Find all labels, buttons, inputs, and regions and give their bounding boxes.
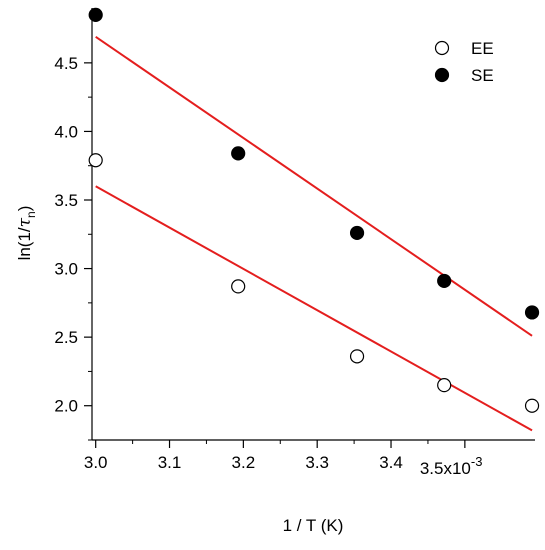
- fit-lines-layer: [95, 35, 533, 432]
- fit-line-ee: [95, 185, 533, 432]
- y-axis-label: ln(1/τn): [15, 206, 38, 261]
- legend-marker-se: [434, 67, 450, 83]
- y-tick-label: 2.0: [54, 397, 78, 416]
- data-point-ee: [524, 398, 540, 413]
- x-tick-label: 3.0: [84, 453, 108, 472]
- axes-layer: 2.0 2.5 3.0 3.5 4.0 4.5 3.0 3.1 3.2 3.3 3.4 3.5x10-…: [54, 8, 535, 478]
- data-point-ee: [231, 279, 246, 294]
- legend: EE SE: [434, 39, 494, 85]
- x-tick-label-last: 3.5x10-3: [420, 454, 483, 478]
- x-tick-label-exponent: -3: [471, 454, 483, 469]
- data-point-ee: [349, 349, 365, 364]
- x-tick-label: 3.4: [379, 453, 403, 472]
- y-axis-label-tau: τ: [15, 217, 35, 227]
- y-axis-label-close: ): [15, 206, 34, 212]
- data-point-se: [524, 305, 540, 320]
- data-point-se: [437, 273, 452, 289]
- x-axis-label: 1 / T (K): [283, 516, 344, 535]
- x-tick-label: 3.2: [232, 453, 256, 472]
- data-point-se: [349, 225, 365, 241]
- x-tick-label-base: 3.5x10: [420, 459, 471, 478]
- x-tick-label: 3.1: [158, 453, 182, 472]
- data-point-ee: [437, 378, 452, 393]
- y-tick-label: 2.5: [54, 328, 78, 347]
- fit-line-se: [95, 35, 533, 337]
- legend-label-se: SE: [471, 66, 494, 85]
- data-points-layer: [88, 7, 540, 413]
- data-point-se: [231, 146, 246, 161]
- y-axis-label-subscript: n: [24, 211, 38, 218]
- y-tick-label: 3.0: [54, 260, 78, 279]
- legend-label-ee: EE: [471, 39, 494, 58]
- legend-marker-ee: [434, 40, 450, 56]
- y-tick-label: 4.0: [54, 122, 78, 141]
- x-tick-label: 3.3: [305, 453, 329, 472]
- y-tick-label: 4.5: [54, 54, 78, 73]
- y-tick-label: 3.5: [54, 191, 78, 210]
- y-axis-label-main: ln(1/: [15, 227, 34, 260]
- data-point-ee: [88, 153, 103, 168]
- data-point-se: [88, 7, 103, 22]
